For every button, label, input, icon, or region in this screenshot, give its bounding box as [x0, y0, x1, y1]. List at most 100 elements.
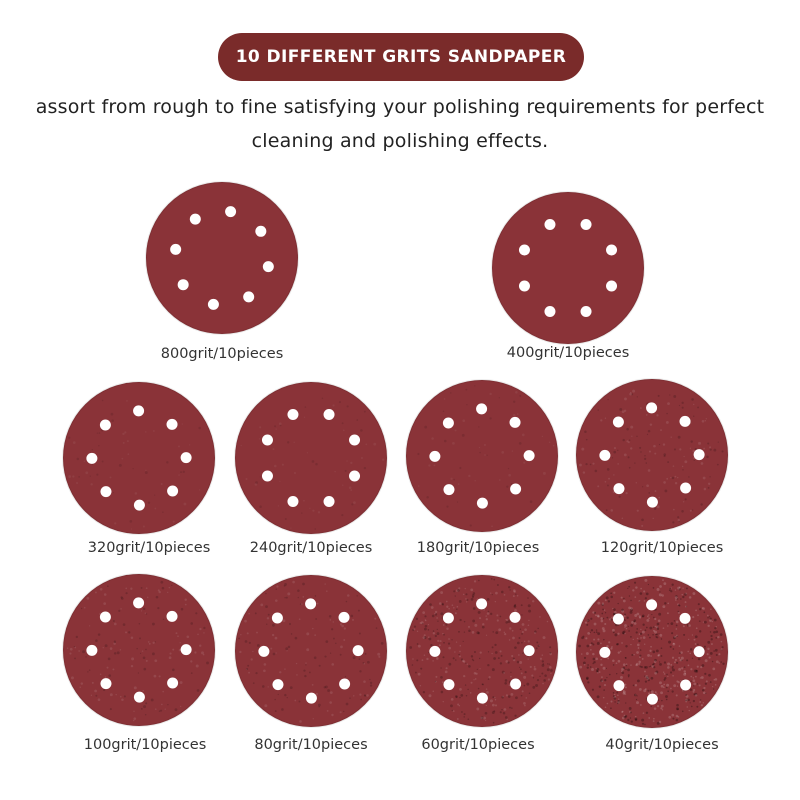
grit-speck — [78, 650, 80, 652]
grit-speck — [666, 686, 668, 689]
grit-speck — [248, 671, 250, 674]
grit-speck — [660, 638, 663, 640]
grit-speck — [412, 628, 415, 632]
grit-speck — [657, 653, 661, 657]
grit-speck — [675, 694, 678, 697]
grit-speck — [630, 664, 632, 666]
grit-speck — [496, 584, 499, 586]
grit-speck — [627, 718, 630, 722]
dust-hole — [133, 691, 145, 703]
grit-speck — [634, 462, 636, 464]
dust-hole — [261, 434, 273, 446]
grit-speck — [692, 677, 695, 679]
grit-speck — [688, 596, 692, 599]
grit-speck — [470, 598, 474, 601]
grit-speck — [541, 663, 545, 667]
grit-speck — [432, 690, 435, 693]
grit-speck — [463, 674, 466, 678]
grit-speck — [464, 684, 467, 686]
grit-speck — [600, 679, 603, 682]
grit-speck — [680, 656, 684, 660]
dust-hole — [261, 470, 273, 482]
grit-speck — [661, 699, 663, 702]
grit-speck — [694, 635, 698, 639]
grit-speck — [613, 474, 615, 476]
sandpaper-disc — [404, 573, 560, 729]
grit-speck — [607, 657, 610, 660]
grit-speck — [535, 684, 539, 687]
grit-speck — [639, 446, 642, 449]
dust-hole — [442, 417, 454, 429]
grit-speck — [162, 618, 165, 620]
grit-speck — [487, 664, 490, 667]
grit-speck — [616, 642, 619, 646]
grit-speck — [197, 633, 199, 636]
grit-speck — [424, 619, 427, 621]
disc-body — [492, 192, 644, 344]
grit-speck — [104, 644, 108, 648]
grit-speck — [605, 667, 607, 669]
grit-speck — [627, 587, 629, 590]
grit-speck — [417, 485, 420, 487]
dust-hole — [262, 261, 274, 273]
grit-speck — [98, 445, 100, 447]
grit-speck — [113, 640, 116, 643]
grit-speck — [343, 639, 346, 641]
grit-speck — [459, 655, 461, 658]
grit-speck — [171, 584, 173, 587]
grit-speck — [287, 592, 291, 596]
grit-speck — [665, 420, 669, 424]
grit-speck — [109, 708, 112, 711]
grit-speck — [700, 704, 704, 707]
grit-speck — [421, 659, 424, 662]
grit-speck — [380, 642, 384, 645]
grit-speck — [183, 502, 187, 506]
grit-speck — [154, 659, 158, 663]
grit-speck — [658, 496, 661, 499]
grit-speck — [623, 630, 626, 633]
grit-speck — [463, 716, 465, 718]
grit-speck — [637, 647, 640, 649]
dust-hole — [443, 484, 455, 496]
grit-speck — [675, 595, 678, 598]
grit-speck — [341, 624, 344, 628]
grit-speck — [700, 462, 704, 465]
grit-speck — [697, 643, 699, 646]
grit-speck — [414, 671, 417, 674]
grit-speck — [639, 616, 642, 619]
grit-speck — [532, 685, 536, 689]
grit-speck — [518, 442, 522, 445]
dust-hole — [442, 612, 454, 624]
grit-speck — [687, 698, 690, 702]
grit-speck — [501, 695, 504, 699]
grit-speck — [521, 433, 525, 437]
grit-speck — [352, 656, 356, 660]
grit-speck — [682, 625, 685, 628]
grit-speck — [272, 652, 276, 656]
grit-speck — [670, 476, 672, 479]
grit-speck — [507, 585, 511, 589]
grit-speck — [491, 703, 495, 707]
grit-speck — [658, 633, 660, 635]
grit-speck — [664, 602, 667, 605]
grit-speck — [675, 707, 679, 711]
grit-speck — [470, 655, 474, 658]
grit-speck — [702, 621, 704, 623]
grit-speck — [345, 702, 349, 706]
grit-speck — [438, 602, 442, 605]
grit-speck — [266, 623, 268, 626]
grit-speck — [124, 431, 127, 434]
dust-hole — [680, 679, 692, 691]
dust-hole — [580, 306, 592, 318]
grit-speck — [647, 469, 651, 472]
grit-speck — [491, 652, 493, 655]
grit-speck — [455, 695, 458, 699]
grit-speck — [161, 586, 165, 590]
grit-speck — [690, 668, 693, 671]
grit-speck — [640, 666, 643, 669]
grit-speck — [549, 665, 552, 669]
grit-speck — [670, 663, 673, 666]
grit-speck — [714, 626, 717, 630]
grit-speck — [143, 705, 147, 709]
grit-speck — [168, 586, 171, 589]
